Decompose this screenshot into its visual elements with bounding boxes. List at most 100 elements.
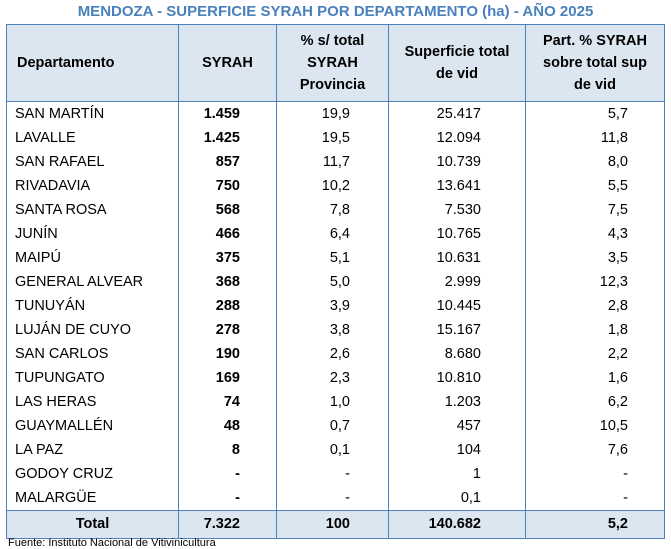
cell-superficie: 7.530 [388, 198, 526, 222]
cell-pct-total: 2,6 [276, 342, 389, 366]
table-row: SAN CARLOS 190 2,6 8.680 2,2 [6, 342, 665, 366]
cell-superficie: 10.445 [388, 294, 526, 318]
total-syrah: 7.322 [178, 510, 277, 539]
table-body: SAN MARTÍN 1.459 19,9 25.417 5,7 LAVALLE 1.425… [6, 101, 665, 511]
table-row: LA PAZ 8 0,1 104 7,6 [6, 438, 665, 462]
cell-superficie: 25.417 [388, 101, 526, 126]
table-header-row: Departamento SYRAH % s/ total SYRAH Prov… [6, 24, 665, 102]
cell-superficie: 8.680 [388, 342, 526, 366]
cell-superficie: 12.094 [388, 126, 526, 150]
header-pct-total: % s/ total SYRAH Provincia [276, 24, 389, 102]
header-pct-line2: SYRAH [307, 55, 358, 71]
header-departamento: Departamento [6, 24, 179, 102]
cell-syrah: 857 [178, 150, 277, 174]
cell-participacion: 2,8 [525, 294, 665, 318]
table-row: LAVALLE 1.425 19,5 12.094 11,8 [6, 126, 665, 150]
cell-superficie: 10.739 [388, 150, 526, 174]
cell-participacion: 11,8 [525, 126, 665, 150]
cell-pct-total: 6,4 [276, 222, 389, 246]
cell-departamento: LAVALLE [6, 126, 179, 150]
header-sup-line1: Superficie total [404, 44, 510, 60]
cell-pct-total: 5,0 [276, 270, 389, 294]
cell-superficie: 15.167 [388, 318, 526, 342]
table-row: GODOY CRUZ - -1- [6, 462, 665, 486]
cell-participacion: 8,0 [525, 150, 665, 174]
table-row: TUPUNGATO 169 2,3 10.810 1,6 [6, 366, 665, 390]
total-superficie: 140.682 [388, 510, 526, 539]
cell-participacion: 7,5 [525, 198, 665, 222]
cell-departamento: GUAYMALLÉN [6, 414, 179, 438]
source-footnote: Fuente: Instituto Nacional de Vitivinicu… [8, 537, 216, 549]
cell-syrah: 74 [178, 390, 277, 414]
cell-syrah: 190 [178, 342, 277, 366]
syrah-table: Departamento SYRAH % s/ total SYRAH Prov… [6, 24, 665, 539]
cell-syrah: 466 [178, 222, 277, 246]
table-row: RIVADAVIA 750 10,2 13.641 5,5 [6, 174, 665, 198]
cell-pct-total: - [276, 462, 389, 486]
total-row: Total 7.322 100 140.682 5,2 [6, 510, 665, 539]
cell-participacion: - [525, 462, 665, 486]
cell-participacion: 7,6 [525, 438, 665, 462]
cell-pct-total: - [276, 486, 389, 511]
cell-departamento: RIVADAVIA [6, 174, 179, 198]
cell-participacion: 1,8 [525, 318, 665, 342]
total-pct: 100 [276, 510, 389, 539]
cell-superficie: 104 [388, 438, 526, 462]
cell-departamento: MAIPÚ [6, 246, 179, 270]
cell-pct-total: 19,9 [276, 101, 389, 126]
cell-participacion: 10,5 [525, 414, 665, 438]
cell-superficie: 10.631 [388, 246, 526, 270]
cell-participacion: 12,3 [525, 270, 665, 294]
header-part-line3: de vid [574, 77, 616, 93]
table-row: JUNÍN 466 6,4 10.765 4,3 [6, 222, 665, 246]
cell-superficie: 10.765 [388, 222, 526, 246]
header-syrah: SYRAH [178, 24, 277, 102]
cell-departamento: TUPUNGATO [6, 366, 179, 390]
cell-departamento: LAS HERAS [6, 390, 179, 414]
header-pct-line1: % s/ total [300, 33, 365, 49]
table-row: GENERAL ALVEAR 368 5,0 2.999 12,3 [6, 270, 665, 294]
table-row: SAN RAFAEL 857 11,7 10.739 8,0 [6, 150, 665, 174]
cell-departamento: LA PAZ [6, 438, 179, 462]
table-row: TUNUYÁN 288 3,9 10.445 2,8 [6, 294, 665, 318]
cell-syrah: 8 [178, 438, 277, 462]
cell-departamento: SANTA ROSA [6, 198, 179, 222]
table-row: LUJÁN DE CUYO 278 3,8 15.167 1,8 [6, 318, 665, 342]
page-title: MENDOZA - SUPERFICIE SYRAH POR DEPARTAME… [77, 3, 594, 20]
cell-participacion: - [525, 486, 665, 511]
cell-departamento: LUJÁN DE CUYO [6, 318, 179, 342]
cell-departamento: SAN RAFAEL [6, 150, 179, 174]
cell-pct-total: 2,3 [276, 366, 389, 390]
header-sup-line2: de vid [436, 66, 478, 82]
cell-superficie: 0,1 [388, 486, 526, 511]
cell-pct-total: 19,5 [276, 126, 389, 150]
header-pct-line3: Provincia [299, 77, 366, 93]
cell-departamento: SAN CARLOS [6, 342, 179, 366]
cell-pct-total: 10,2 [276, 174, 389, 198]
cell-syrah: - [178, 462, 277, 486]
header-part-line2: sobre total sup [543, 55, 647, 71]
cell-syrah: 750 [178, 174, 277, 198]
cell-pct-total: 0,1 [276, 438, 389, 462]
cell-pct-total: 7,8 [276, 198, 389, 222]
cell-syrah: 1.459 [178, 101, 277, 126]
cell-superficie: 10.810 [388, 366, 526, 390]
cell-participacion: 5,5 [525, 174, 665, 198]
total-label: Total [6, 510, 179, 539]
cell-pct-total: 11,7 [276, 150, 389, 174]
cell-syrah: 169 [178, 366, 277, 390]
cell-departamento: JUNÍN [6, 222, 179, 246]
cell-syrah: - [178, 486, 277, 511]
cell-pct-total: 0,7 [276, 414, 389, 438]
header-participacion: Part. % SYRAH sobre total sup de vid [525, 24, 665, 102]
cell-participacion: 1,6 [525, 366, 665, 390]
cell-departamento: GODOY CRUZ [6, 462, 179, 486]
cell-departamento: MALARGÜE [6, 486, 179, 511]
table-row: LAS HERAS 74 1,0 1.203 6,2 [6, 390, 665, 414]
table-row: SAN MARTÍN 1.459 19,9 25.417 5,7 [6, 101, 665, 126]
cell-superficie: 2.999 [388, 270, 526, 294]
cell-participacion: 5,7 [525, 101, 665, 126]
header-superficie: Superficie total de vid [388, 24, 526, 102]
cell-pct-total: 1,0 [276, 390, 389, 414]
cell-participacion: 3,5 [525, 246, 665, 270]
